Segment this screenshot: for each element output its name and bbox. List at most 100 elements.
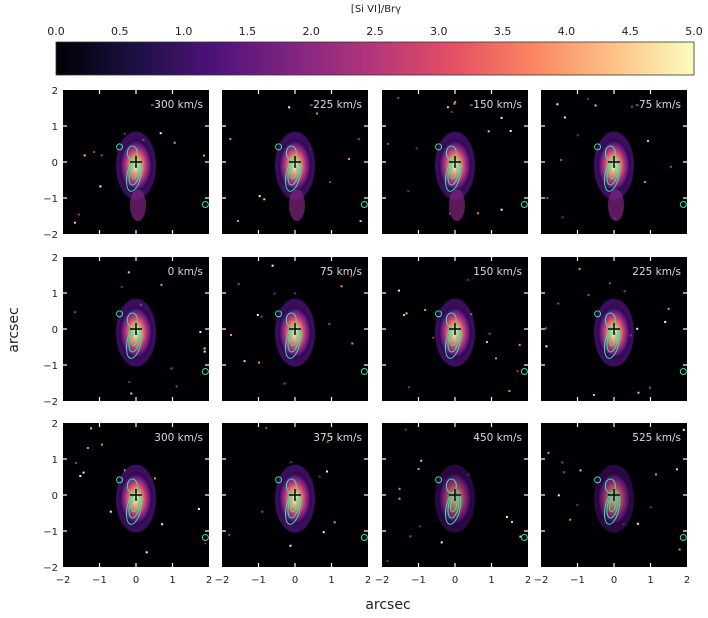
beam-marker xyxy=(435,310,443,318)
noise-pixel xyxy=(647,139,649,142)
contour xyxy=(604,312,616,328)
noise-pixel xyxy=(587,98,589,100)
noise-pixel xyxy=(643,180,646,183)
contour xyxy=(125,157,143,192)
noise-pixel xyxy=(405,312,408,315)
noise-pixel xyxy=(261,510,264,513)
noise-pixel xyxy=(417,468,420,470)
beam-marker xyxy=(360,367,368,375)
noise-pixel xyxy=(123,132,126,135)
velocity-panel: 450 km/s −2 −1 0 1 2 xyxy=(375,423,531,586)
noise-pixel xyxy=(77,213,80,216)
beam-marker xyxy=(679,367,687,375)
velocity-label: 375 km/s xyxy=(313,432,362,444)
noise-pixel xyxy=(159,132,162,135)
y-tick-label: −1 xyxy=(43,361,58,372)
noise-pixel xyxy=(175,385,178,388)
noise-pixel xyxy=(466,278,469,281)
velocity-label: -75 km/s xyxy=(635,99,681,111)
beam-marker xyxy=(201,200,209,208)
velocity-panel: -225 km/s xyxy=(222,90,368,234)
contour xyxy=(444,324,462,359)
x-axis-label: arcsec xyxy=(365,597,410,613)
x-tick-label: 0 xyxy=(133,575,139,586)
colorbar-tick-label: 3.0 xyxy=(430,25,448,38)
noise-pixel xyxy=(357,138,360,141)
y-tick-label: 1 xyxy=(52,455,58,466)
noise-pixel xyxy=(350,275,353,278)
noise-pixel xyxy=(495,357,497,360)
noise-pixel xyxy=(120,286,123,288)
y-tick-label: 0 xyxy=(52,325,58,336)
noise-pixel xyxy=(487,130,490,133)
velocity-panel: 225 km/s xyxy=(541,257,687,401)
x-tick-label: 0 xyxy=(611,575,617,586)
y-tick-label: 1 xyxy=(52,289,58,300)
beam-marker xyxy=(520,200,528,208)
x-tick-label: 1 xyxy=(169,575,175,586)
noise-pixel xyxy=(265,427,268,429)
noise-pixel xyxy=(397,96,400,99)
noise-pixel xyxy=(397,289,400,292)
noise-pixel xyxy=(576,134,579,137)
beam-marker xyxy=(435,476,443,484)
noise-pixel xyxy=(557,494,560,497)
colorbar-label: [Si VI]/Brγ xyxy=(351,4,401,15)
noise-pixel xyxy=(328,323,331,325)
noise-pixel xyxy=(519,535,522,538)
noise-pixel xyxy=(243,360,246,363)
colorbar-tick-label: 5.0 xyxy=(685,25,703,38)
noise-pixel xyxy=(477,212,480,215)
x-tick-label: 1 xyxy=(328,575,334,586)
noise-pixel xyxy=(229,138,232,140)
noise-pixel xyxy=(386,560,389,563)
noise-pixel xyxy=(547,451,550,454)
noise-pixel xyxy=(440,541,443,544)
noise-pixel xyxy=(398,487,401,490)
noise-pixel xyxy=(419,525,422,528)
y-tick-label: −2 xyxy=(43,563,58,574)
noise-pixel xyxy=(649,506,652,509)
noise-pixel xyxy=(454,101,457,104)
noise-pixel xyxy=(237,283,240,286)
noise-pixel xyxy=(420,459,423,462)
velocity-label: -300 km/s xyxy=(151,99,204,111)
x-tick-label: −2 xyxy=(215,575,230,586)
noise-pixel xyxy=(329,181,332,184)
noise-pixel xyxy=(424,309,427,311)
beam-marker xyxy=(275,476,283,484)
contour xyxy=(284,490,302,525)
beam-marker xyxy=(275,143,283,151)
noise-pixel xyxy=(160,283,163,286)
noise-pixel xyxy=(316,112,319,115)
x-tick-label: −2 xyxy=(534,575,549,586)
noise-pixel xyxy=(145,551,148,554)
y-tick-label: 2 xyxy=(52,419,58,430)
noise-pixel xyxy=(161,523,164,526)
noise-pixel xyxy=(271,264,274,267)
noise-pixel xyxy=(86,447,89,449)
noise-pixel xyxy=(594,104,597,107)
noise-pixel xyxy=(545,345,548,348)
velocity-panel: 300 km/s 2 1 0 −1 −2−2 −1 0 1 2 xyxy=(43,419,212,586)
noise-pixel xyxy=(74,311,77,314)
noise-pixel xyxy=(409,535,412,538)
emission-tail xyxy=(130,189,146,222)
beam-marker xyxy=(116,476,124,484)
beam-marker xyxy=(116,310,124,318)
velocity-panel: 0 km/s 2 1 0 −1 −2 xyxy=(43,253,209,408)
noise-pixel xyxy=(154,477,156,480)
x-tick-label: 1 xyxy=(647,575,653,586)
noise-pixel xyxy=(649,386,651,389)
colorbar-tick-label: 0.0 xyxy=(47,25,65,38)
noise-pixel xyxy=(333,521,336,524)
y-tick-label: 1 xyxy=(52,122,58,133)
beam-marker xyxy=(679,533,687,541)
noise-pixel xyxy=(228,533,231,536)
beam-marker xyxy=(201,533,209,541)
velocity-panel: -75 km/s xyxy=(541,90,687,234)
y-tick-label: 2 xyxy=(52,86,58,97)
noise-pixel xyxy=(340,285,343,288)
colorbar-tick-label: 4.0 xyxy=(558,25,576,38)
noise-pixel xyxy=(326,441,329,443)
